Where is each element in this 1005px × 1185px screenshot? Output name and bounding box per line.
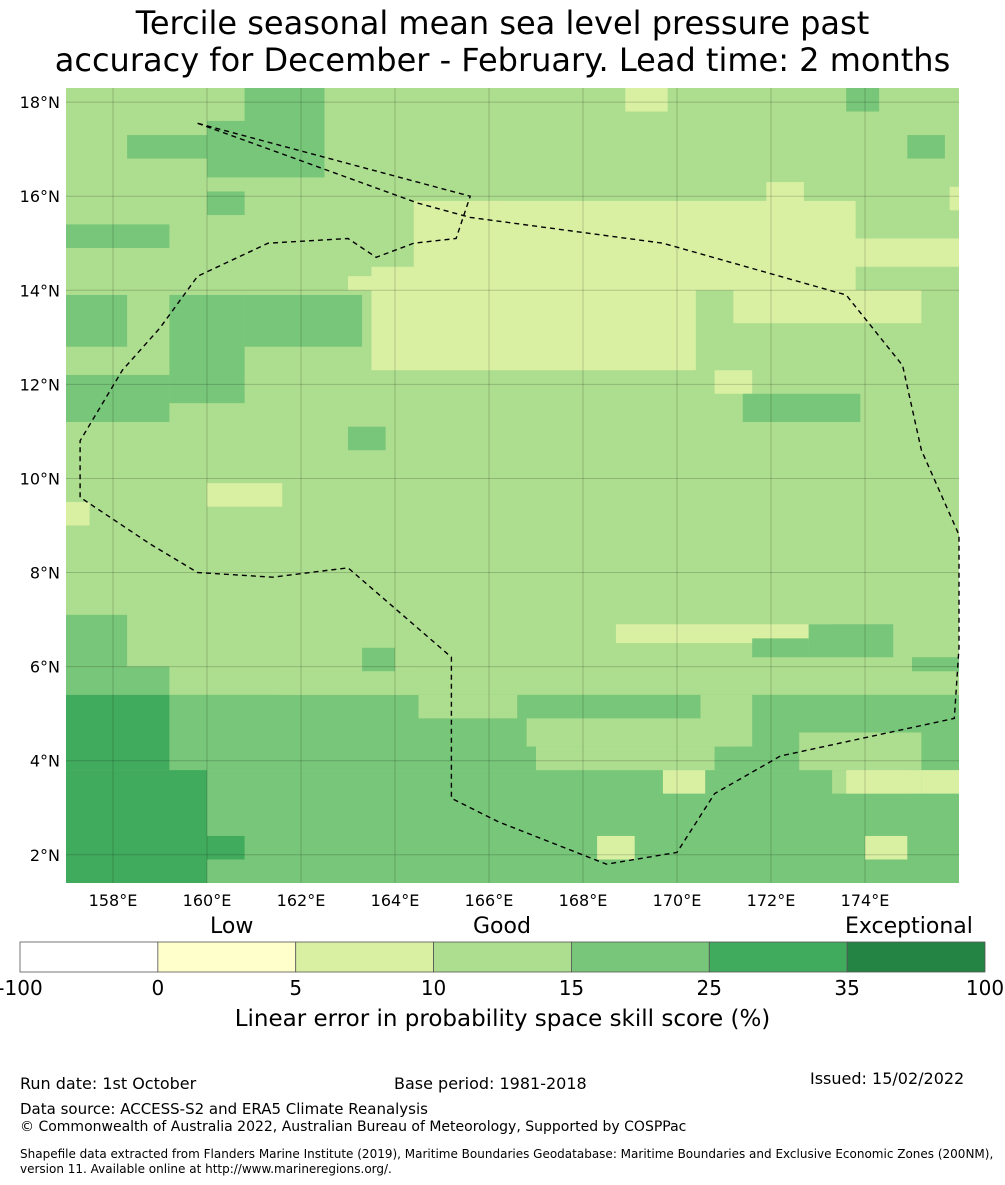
skill-cell (536, 746, 715, 771)
skill-cell (921, 770, 959, 794)
skill-cell (66, 666, 170, 695)
category-low: Low (210, 914, 254, 939)
graticule (66, 88, 959, 883)
skill-cell (207, 835, 245, 860)
longitude-tick-label: 172°E (747, 891, 796, 910)
skill-cell (526, 718, 734, 747)
skill-cell (846, 88, 880, 112)
run-date: Run date: 1st October (20, 1074, 197, 1093)
shapefile-credit-line-1: Shapefile data extracted from Flanders M… (20, 1147, 994, 1161)
longitude-tick-label: 162°E (277, 891, 326, 910)
latitude-tick-label: 16°N (20, 187, 60, 206)
latitude-tick-label: 6°N (30, 658, 60, 677)
copyright: © Commonwealth of Australia 2022, Austra… (20, 1119, 687, 1135)
skill-cell (714, 370, 753, 394)
skill-cell (66, 294, 128, 347)
colorbar-tick-label: 25 (696, 976, 723, 1000)
axis-ticks: 2°N 4°N 6°N 8°N 10°N 12°N 14°N 16°N 18°N 158°E 160… (20, 93, 890, 910)
skill-cell (470, 200, 504, 225)
skill-cell (66, 224, 170, 248)
map-title-line-1: Tercile seasonal mean sea level pressure… (135, 4, 870, 42)
colorbar-segment (433, 941, 572, 973)
skill-cell (66, 694, 170, 771)
issued-date: Issued: 15/02/2022 (810, 1069, 965, 1088)
colorbar-segment (846, 941, 986, 973)
skill-cell (207, 191, 245, 216)
colorbar-segment (19, 941, 159, 973)
skill-cell (66, 770, 959, 883)
skill-cell (348, 276, 386, 291)
colorbar-tick-label: 15 (558, 976, 585, 1000)
latitude-tick-label: 8°N (30, 564, 60, 583)
skill-cell (907, 135, 945, 159)
longitude-tick-label: 164°E (371, 891, 420, 910)
skill-cell (244, 294, 363, 347)
skill-cell (418, 694, 518, 719)
category-good: Good (473, 914, 531, 939)
longitude-tick-label: 160°E (183, 891, 232, 910)
skill-cell (742, 393, 861, 422)
latitude-tick-label: 4°N (30, 752, 60, 771)
colorbar-segment (708, 941, 848, 973)
colorbar-tick-label: 0 (151, 976, 165, 1000)
longitude-tick-label: 170°E (653, 891, 702, 910)
colorbar-segment (295, 941, 434, 973)
skill-cell (625, 88, 668, 112)
longitude-tick-label: 166°E (465, 891, 514, 910)
skill-cell (66, 374, 170, 422)
skill-cell (348, 426, 386, 451)
colorbar-label: Linear error in probability space skill … (234, 1006, 771, 1032)
longitude-tick-label: 168°E (559, 891, 608, 910)
longitude-tick-label: 158°E (89, 891, 138, 910)
skill-cell (362, 647, 395, 672)
skill-cell (169, 294, 245, 404)
data-source: Data source: ACCESS-S2 and ERA5 Climate … (20, 1100, 428, 1118)
skill-cell (752, 638, 809, 658)
skill-cell (277, 671, 419, 695)
colorbar-tick-label: 10 (420, 976, 447, 1000)
longitude-tick-label: 174°E (841, 891, 890, 910)
latitude-tick-label: 14°N (20, 281, 60, 300)
skill-cell (66, 614, 128, 667)
skill-cell (766, 182, 804, 206)
skill-cell (733, 290, 922, 324)
skill-cell (662, 770, 706, 794)
skill-cell (66, 501, 90, 526)
skill-grid (66, 88, 959, 883)
category-exceptional: Exceptional (845, 914, 973, 939)
skill-cell (127, 135, 207, 159)
colorbar-segment (571, 941, 710, 973)
map-title-line-2: accuracy for December - February. Lead t… (54, 41, 951, 79)
skill-cell (865, 835, 908, 860)
latitude-tick-label: 2°N (30, 846, 60, 865)
colorbar-tick-label: 5 (289, 976, 303, 1000)
skill-cell (700, 694, 753, 747)
shapefile-credit-line-2: version 11. Available online at http://w… (20, 1162, 392, 1176)
colorbar-tick-label: 100 (965, 976, 1005, 1000)
colorbar-segment (157, 941, 297, 973)
base-period: Base period: 1981-2018 (394, 1074, 587, 1093)
latitude-tick-label: 12°N (20, 375, 60, 394)
skill-cell (597, 835, 635, 860)
eez-boundary (79, 122, 960, 865)
skill-cell (818, 238, 959, 267)
skill-cell (207, 483, 283, 507)
latitude-tick-label: 18°N (20, 93, 60, 112)
skill-cell (949, 186, 959, 211)
skill-cell (912, 657, 959, 672)
skill-cell (808, 624, 894, 658)
latitude-tick-label: 10°N (20, 469, 60, 488)
skill-cell (371, 266, 696, 371)
colorbar-tick-label: -100 (0, 976, 43, 1000)
colorbar-tick-label: 35 (834, 976, 860, 1000)
skill-cell (66, 770, 207, 883)
skill-cell (799, 732, 922, 771)
skill-cell (846, 770, 922, 794)
skill-cell (244, 88, 325, 150)
